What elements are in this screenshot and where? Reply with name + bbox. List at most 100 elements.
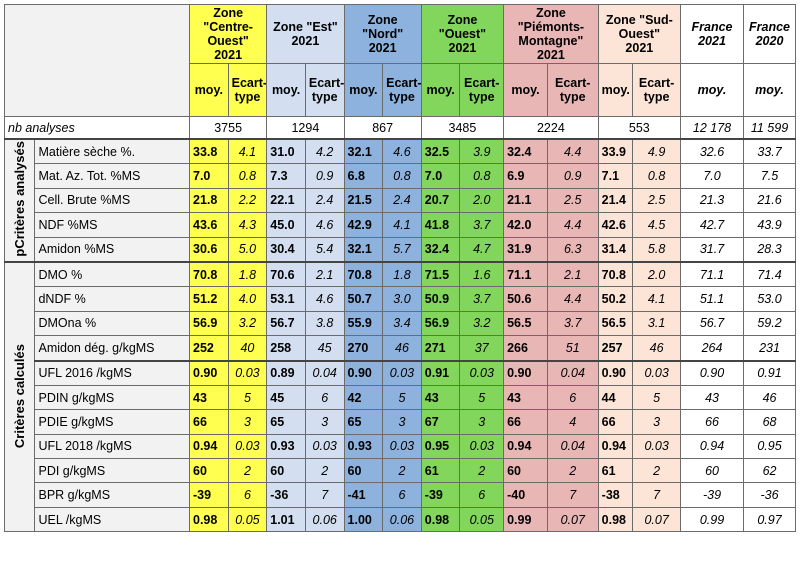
mean-value: 266 [503,335,548,362]
std-dev-value: 3.4 [382,310,422,337]
mean-value: 56.7 [266,310,306,337]
std-dev-value: 0.03 [304,433,345,460]
mean-value: 30.6 [189,236,229,263]
std-dev-value: 4.6 [304,286,345,312]
std-dev-value: 0.04 [546,359,599,386]
corner-cell [4,4,190,117]
std-dev-value: 2 [632,458,681,484]
std-dev-value: 3.2 [459,310,505,337]
std-dev-value: 5.0 [227,236,268,263]
nb-analyses-value: 2224 [503,116,599,140]
std-dev-value: 2 [382,458,422,484]
header-line: 2021 [448,41,477,55]
std-dev-value: 7 [632,482,681,508]
std-dev-value: 6 [227,482,268,508]
std-dev-value: 3.8 [304,310,345,337]
mean-value: 6.8 [343,163,384,189]
france-value: 0.94 [679,433,745,460]
ecart-type-header: Ecart-type [382,63,422,117]
mean-value: 51.2 [189,286,229,312]
std-dev-value: 0.05 [459,506,505,533]
mean-value: 0.90 [189,359,229,386]
mean-value: 0.93 [266,433,306,460]
std-dev-value: 0.03 [227,433,268,460]
std-dev-value: 0.07 [546,506,599,533]
mean-value: 61 [597,458,634,484]
header-line: Zone [535,6,566,20]
france-value: 0.90 [679,359,745,386]
std-dev-value: 4.4 [546,286,599,312]
std-dev-value: 7 [546,482,599,508]
std-dev-value: 0.9 [304,163,345,189]
header-line: 2021 [625,41,654,55]
mean-value: 53.1 [266,286,306,312]
mean-value: 60 [503,458,548,484]
mean-value: 33.8 [189,138,229,165]
std-dev-value: 2.2 [227,187,268,214]
std-dev-value: 0.06 [304,506,345,533]
std-dev-value: 0.03 [632,433,681,460]
row-label: PDIN g/kgMS [34,384,190,411]
std-dev-value: 2 [227,458,268,484]
row-label: dNDF % [34,286,190,312]
mean-value: 66 [503,409,548,435]
header-line: type [311,90,338,104]
std-dev-value: 0.05 [227,506,268,533]
mean-value: -39 [189,482,229,508]
header-line: "Piémonts- [517,20,585,34]
mean-value: -39 [420,482,461,508]
header-line: Ecart- [386,76,422,90]
france-value: 231 [743,335,796,362]
header-line: Ouest" [207,34,249,48]
mean-value: 56.9 [189,310,229,337]
france-value: 33.7 [743,138,796,165]
mean-value: 0.95 [420,433,461,460]
row-label: PDI g/kgMS [34,458,190,484]
mean-value: 7.1 [597,163,634,189]
mean-value: 56.9 [420,310,461,337]
mean-value: 50.7 [343,286,384,312]
mean-value: 21.5 [343,187,384,214]
std-dev-value: 4 [546,409,599,435]
header-line: type [234,90,261,104]
row-label: Mat. Az. Tot. %MS [34,163,190,189]
france-header: France 2021 [679,4,745,64]
std-dev-value: 46 [382,335,422,362]
mean-value: 50.2 [597,286,634,312]
row-label: Cell. Brute %MS [34,187,190,214]
header-line: Montagne" [518,34,584,48]
mean-value: 0.90 [343,359,384,386]
mean-value: 0.98 [597,506,634,533]
mean-value: 257 [597,335,634,362]
mean-value: 42 [343,384,384,411]
moy-header: moy. [420,63,461,117]
std-dev-value: 4.0 [227,286,268,312]
nb-analyses-france: 12 178 [679,116,745,140]
std-dev-value: 3 [227,409,268,435]
std-dev-value: 3 [304,409,345,435]
mean-value: 44 [597,384,634,411]
std-dev-value: 2.1 [546,260,599,288]
mean-value: 270 [343,335,384,362]
nb-analyses-value: 3485 [420,116,505,140]
nb-analyses-value: 553 [597,116,682,140]
mean-value: 7.0 [420,163,461,189]
france-value: 21.3 [679,187,745,214]
header-line: 2021 [214,48,243,62]
header-line: 2020 [755,34,784,48]
france-value: -39 [679,482,745,508]
std-dev-value: 2 [546,458,599,484]
mean-value: -36 [266,482,306,508]
france-header: France 2020 [743,4,796,64]
std-dev-value: 0.03 [459,433,505,460]
mean-value: 61 [420,458,461,484]
mean-value: 66 [189,409,229,435]
std-dev-value: 7 [304,482,345,508]
std-dev-value: 6 [459,482,505,508]
france-value: 60 [679,458,745,484]
header-line: 2021 [536,48,565,62]
france-value: 46 [743,384,796,411]
mean-value: 0.94 [189,433,229,460]
std-dev-value: 6 [382,482,422,508]
std-dev-value: 1.6 [459,260,505,288]
